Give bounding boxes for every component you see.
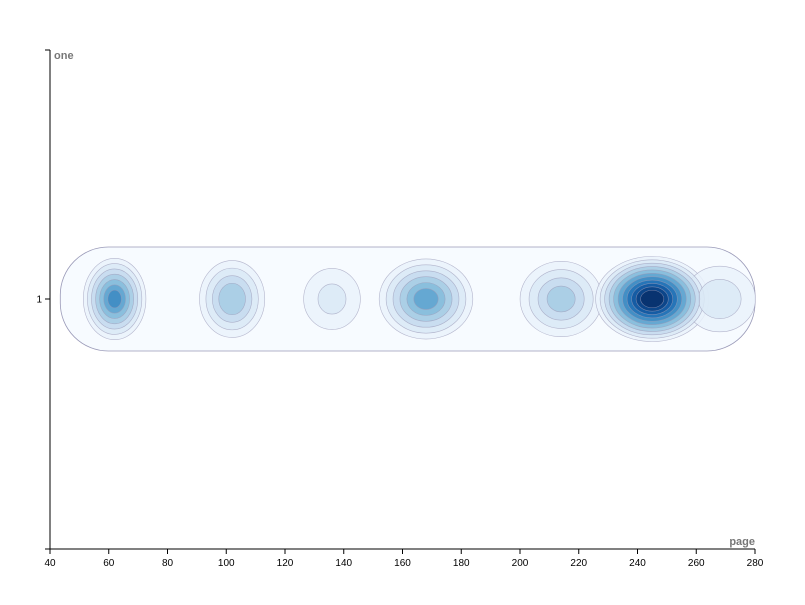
x-tick-label: 220 bbox=[570, 558, 587, 569]
x-tick-label: 40 bbox=[44, 558, 56, 569]
y-axis-ticks: 1 bbox=[36, 49, 50, 550]
y-tick-label: 1 bbox=[36, 295, 42, 306]
x-tick-label: 260 bbox=[688, 558, 705, 569]
x-tick-label: 80 bbox=[162, 558, 174, 569]
density-contour-level bbox=[413, 288, 439, 310]
density-contour-level bbox=[218, 282, 246, 316]
density-contour-level bbox=[640, 289, 665, 309]
x-tick-label: 280 bbox=[747, 558, 764, 569]
x-tick-label: 60 bbox=[103, 558, 115, 569]
x-axis-ticks: 40 60 80 100 120 140 160 180 200 220 240 260 280 bbox=[44, 549, 764, 569]
x-tick-label: 140 bbox=[335, 558, 352, 569]
density-contour-level bbox=[698, 279, 742, 319]
density-contour-level bbox=[107, 289, 122, 309]
density-contour-level bbox=[317, 283, 347, 315]
x-tick-label: 180 bbox=[453, 558, 470, 569]
x-tick-label: 120 bbox=[277, 558, 294, 569]
x-axis-title: page bbox=[729, 536, 755, 548]
x-tick-label: 200 bbox=[512, 558, 529, 569]
x-tick-label: 240 bbox=[629, 558, 646, 569]
axes: 40 60 80 100 120 140 160 180 200 220 240 260 280 1 p… bbox=[36, 49, 764, 569]
x-tick-label: 100 bbox=[218, 558, 235, 569]
y-axis-title: one bbox=[54, 50, 74, 62]
density-contours bbox=[59, 246, 756, 352]
density-contour-level bbox=[546, 285, 576, 313]
x-tick-label: 160 bbox=[394, 558, 411, 569]
